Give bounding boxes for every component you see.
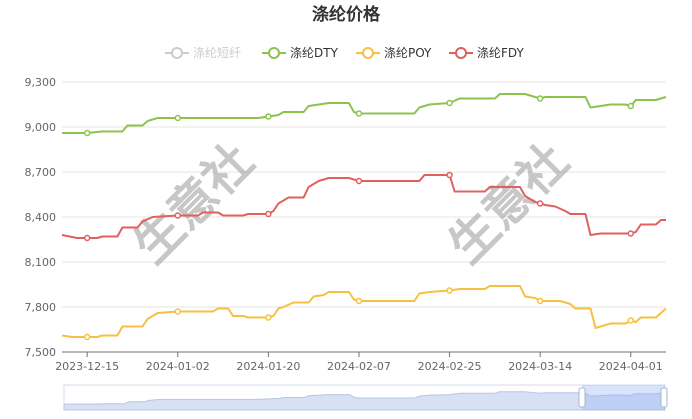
data-point (83, 234, 91, 242)
x-tick-label: 2024-04-01 (599, 360, 663, 373)
series-lines (61, 93, 667, 341)
legend-item[interactable]: 涤纶FDY (449, 46, 524, 60)
data-point (355, 110, 363, 117)
data-point (265, 113, 272, 120)
legend-label: 涤纶FDY (477, 46, 524, 60)
legend-item[interactable]: 涤纶DTY (262, 46, 339, 60)
data-point (627, 230, 635, 237)
slider-preview (63, 391, 666, 411)
data-point (627, 317, 635, 324)
data-point (536, 297, 544, 305)
y-tick-label: 9,000 (25, 121, 57, 134)
x-tick-label: 2024-02-25 (418, 360, 482, 373)
legend-label: 涤纶短纤 (193, 46, 241, 60)
data-point (174, 308, 182, 315)
watermark-text: 生意社 (123, 133, 264, 274)
y-tick-label: 7,800 (25, 301, 57, 314)
series-line (61, 285, 667, 338)
x-tick-label: 2024-01-20 (236, 360, 300, 373)
legend-marker (171, 47, 183, 59)
data-point (265, 314, 272, 321)
legend-marker (268, 47, 280, 59)
data-point (265, 210, 272, 218)
x-tick-label: 2024-01-02 (146, 360, 210, 373)
legend-marker (362, 47, 374, 59)
data-point (355, 297, 363, 305)
y-tick-label: 8,700 (25, 166, 57, 179)
legend: 涤纶短纤 涤纶DTY 涤纶POY 涤纶FDY (165, 46, 524, 60)
zoom-slider[interactable] (63, 384, 668, 411)
legend-item[interactable]: 涤纶短纤 (165, 46, 241, 60)
legend-marker (455, 47, 467, 59)
y-axis: 7,500 7,800 8,100 8,400 8,700 9,000 9,300 (25, 76, 57, 359)
x-tick-label: 2024-02-07 (327, 360, 391, 373)
slider-handle-left[interactable] (578, 387, 586, 408)
slider-window[interactable] (582, 385, 665, 410)
data-point (446, 171, 453, 179)
watermarks: 生意社 生意社 (123, 133, 579, 274)
legend-item[interactable]: 涤纶POY (356, 46, 432, 60)
legend-label: 涤纶POY (384, 46, 432, 60)
chart-title: 涤纶价格 (312, 4, 381, 25)
watermark-text: 生意社 (438, 133, 579, 274)
y-tick-label: 9,300 (25, 76, 57, 89)
data-point (536, 200, 544, 207)
x-tick-label: 2023-12-15 (55, 360, 119, 373)
data-point (174, 212, 182, 219)
data-point (83, 129, 91, 137)
data-point (536, 95, 544, 102)
data-point (446, 287, 453, 294)
series-line (61, 174, 666, 239)
data-point (83, 333, 91, 341)
data-point (355, 177, 363, 185)
y-tick-label: 8,100 (25, 256, 57, 269)
x-tick-label: 2024-03-14 (508, 360, 572, 373)
slider-handle-right[interactable] (660, 387, 668, 408)
y-tick-label: 8,400 (25, 211, 57, 224)
y-tick-label: 7,500 (25, 346, 57, 359)
data-point (446, 99, 453, 107)
data-point (174, 114, 182, 122)
x-axis: 2023-12-15 2024-01-02 2024-01-20 2024-02-07… (55, 351, 666, 373)
legend-label: 涤纶DTY (290, 46, 339, 60)
data-point (627, 102, 635, 110)
series-line (62, 93, 667, 134)
